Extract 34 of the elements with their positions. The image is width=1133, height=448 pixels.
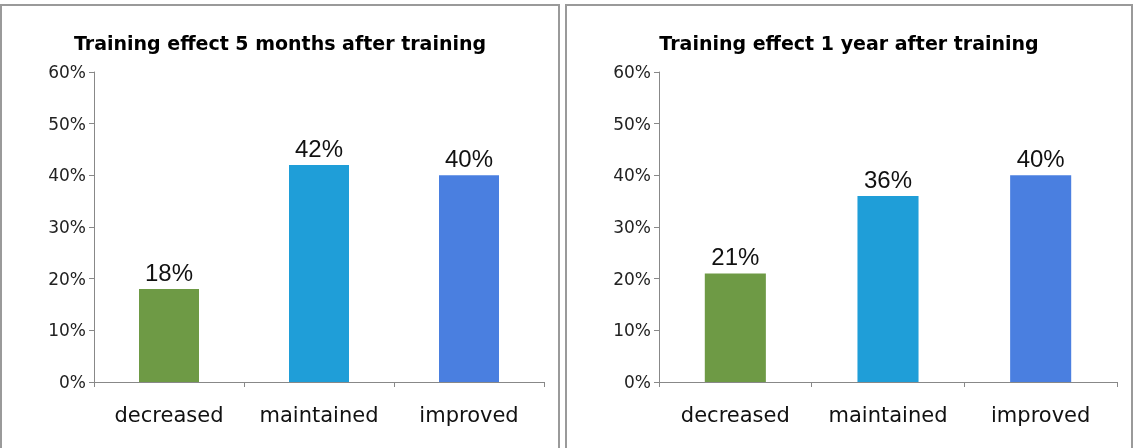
data-label: 40% [1016,144,1065,172]
data-label: 40% [444,144,494,172]
y-tick-label: 30% [48,217,86,237]
y-tick-label: 60% [48,62,86,82]
x-tick-label: maintained [828,402,948,427]
y-tick-label: 60% [613,62,651,82]
x-tick-label: decreased [114,402,224,427]
bar [1010,175,1072,382]
y-tick-label: 10% [613,320,651,341]
bar [139,289,199,382]
chart-title: Training effect 5 months after training [73,31,487,54]
data-label: 36% [863,165,913,193]
x-tick-label: maintained [259,402,379,427]
y-tick-label: 50% [613,113,651,134]
y-tick-label: 10% [48,320,86,341]
bar [439,175,499,382]
y-tick-label: 0% [59,372,86,392]
bar [704,273,766,382]
bar [857,196,919,382]
y-tick-label: 0% [624,372,651,392]
chart-title: Training effect 1 year after training [659,31,1039,54]
y-tick-label: 50% [48,113,86,134]
y-tick-label: 20% [48,268,86,289]
y-tick-label: 30% [613,217,651,237]
y-tick-label: 40% [613,165,651,186]
y-tick-label: 20% [613,268,651,289]
y-tick-label: 40% [48,165,86,186]
data-label: 21% [711,243,760,270]
data-label: 18% [144,258,194,286]
x-tick-label: improved [991,402,1091,427]
x-tick-label: improved [419,402,519,427]
bar [289,165,349,382]
data-label: 42% [294,134,344,162]
x-tick-label: decreased [680,402,790,427]
